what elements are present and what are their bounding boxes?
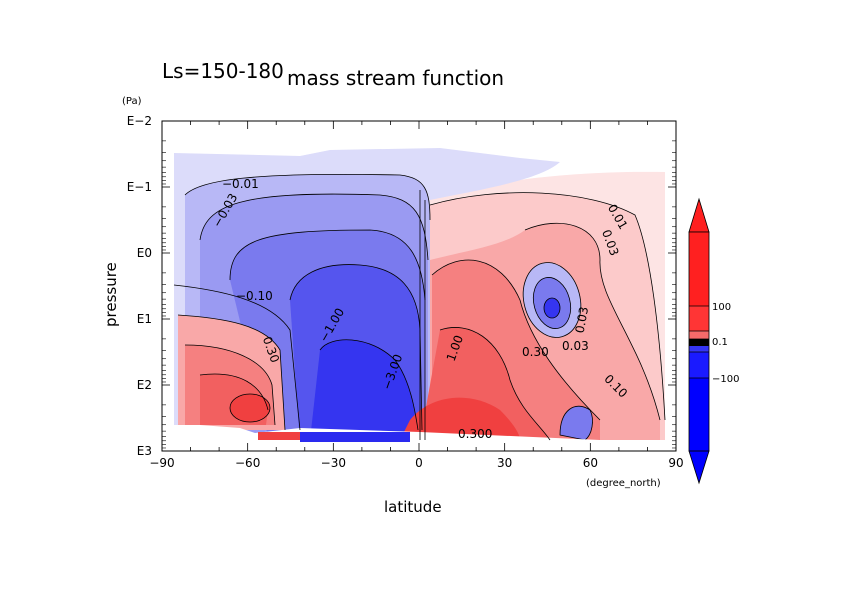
axis-ticks xyxy=(161,120,677,452)
contour-label: −0.01 xyxy=(222,177,259,191)
x-axis-label: latitude xyxy=(384,498,442,516)
colorbar-label: 0.1 xyxy=(712,337,728,348)
y-axis: E−2 E−1 E0 E1 E2 E3 xyxy=(127,114,152,458)
x-axis: −90 −60 −30 0 30 60 90 xyxy=(149,456,683,470)
y-tick-label: E1 xyxy=(137,312,152,326)
y-tick-label: E3 xyxy=(137,444,152,458)
contour-label: 0.30 xyxy=(522,345,549,359)
field-positive-north-max xyxy=(400,397,520,440)
y-tick-label: E−2 xyxy=(127,114,152,128)
x-axis-unit: (degree_north) xyxy=(586,478,661,489)
contour-lines xyxy=(173,173,666,441)
chart-subtitle: Ls=150-180 xyxy=(162,59,284,83)
x-tick-label: 60 xyxy=(583,456,598,470)
contour-label: 0.300 xyxy=(458,427,492,441)
x-tick-label: 0 xyxy=(415,456,423,470)
contour-label: 0.03 xyxy=(573,306,591,335)
field-negative-3 xyxy=(310,339,418,440)
topography xyxy=(162,425,676,451)
contour-label: −0.10 xyxy=(236,289,273,303)
colorbar-label: 100 xyxy=(712,302,731,313)
x-tick-label: −60 xyxy=(235,456,260,470)
y-axis-unit: (Pa) xyxy=(122,96,142,107)
y-axis-label: pressure xyxy=(102,262,120,327)
contour-field: −0.01 −0.03 −0.10 −1.00 −3.00 0.01 0.03 … xyxy=(162,148,676,451)
colorbar-label: −100 xyxy=(712,374,739,385)
contour-label: 0.03 xyxy=(562,339,589,353)
y-tick-label: E2 xyxy=(137,378,152,392)
x-tick-label: −90 xyxy=(149,456,174,470)
x-tick-label: 30 xyxy=(497,456,512,470)
chart-title: mass stream function xyxy=(287,66,504,90)
y-tick-label: E0 xyxy=(137,246,152,260)
colorbar: 100 0.1 −100 xyxy=(688,197,739,485)
y-tick-label: E−1 xyxy=(127,180,152,194)
x-tick-label: −30 xyxy=(321,456,346,470)
x-tick-label: 90 xyxy=(668,456,683,470)
field-positive-south-max xyxy=(230,394,270,422)
